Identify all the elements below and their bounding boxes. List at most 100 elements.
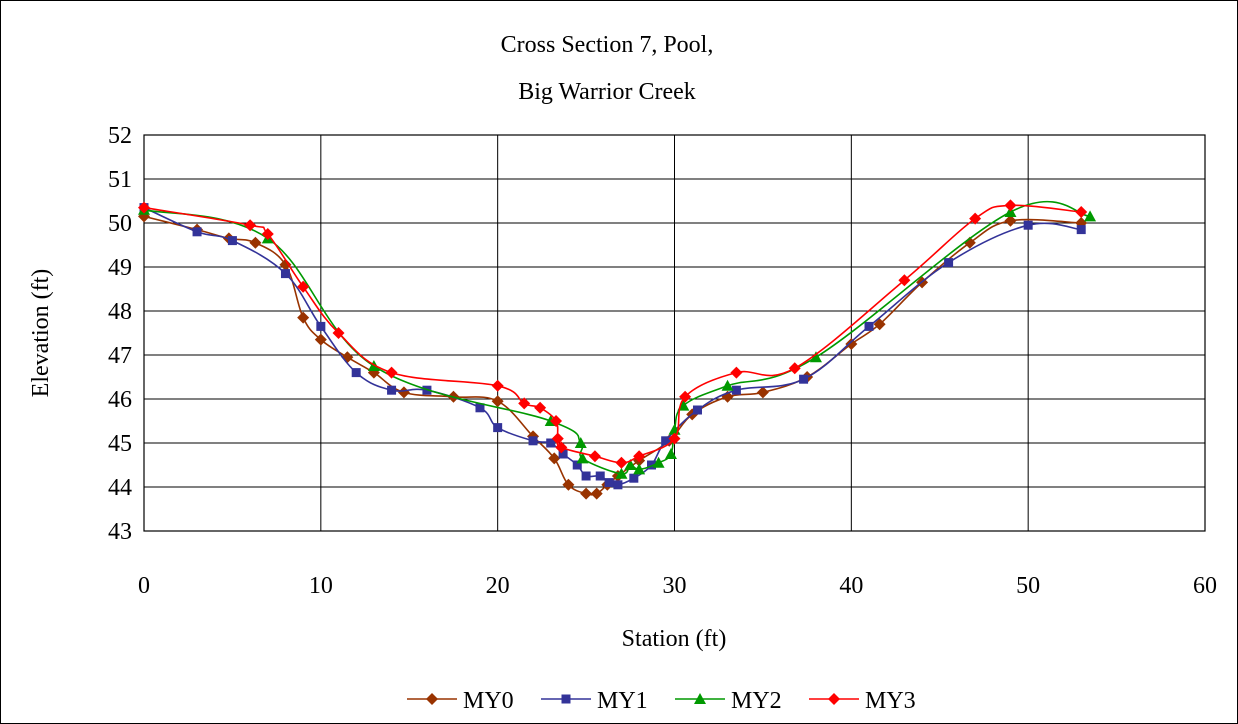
data-point-my0	[590, 487, 603, 500]
data-point-my2	[574, 437, 587, 448]
data-point-my3	[730, 366, 743, 379]
tick-labels: 43 44 45 46 47 48 49 50 51 52 0 10 20 30 40 50 60	[108, 123, 1217, 599]
x-tick-label: 10	[309, 573, 333, 599]
x-tick-label: 0	[138, 573, 150, 599]
data-point-my3	[551, 432, 564, 445]
data-point-my1	[316, 321, 326, 331]
data-point-my1	[493, 423, 503, 433]
x-tick-label: 40	[839, 573, 863, 599]
data-point-my3	[518, 397, 531, 410]
data-point-my1	[613, 480, 623, 490]
data-point-my2	[809, 351, 822, 363]
data-point-my3	[668, 432, 681, 445]
chart-title-line-2: Big Warrior Creek	[518, 79, 696, 105]
data-point-my2	[652, 456, 665, 468]
x-tick-label: 30	[663, 573, 687, 599]
data-point-my3	[898, 274, 911, 287]
y-tick-label: 49	[108, 255, 132, 281]
legend-item-my0: MY0	[407, 688, 514, 714]
y-tick-label: 45	[108, 431, 132, 457]
y-tick-label: 48	[108, 299, 132, 325]
data-point-my3	[138, 201, 150, 214]
y-tick-label: 46	[108, 387, 132, 413]
data-point-my2	[624, 459, 637, 470]
y-tick-label: 51	[108, 167, 132, 193]
legend-marker-my0	[426, 693, 438, 705]
series-my3	[138, 199, 1088, 469]
data-point-my1	[647, 460, 657, 470]
y-tick-label: 52	[108, 123, 132, 149]
data-point-my0	[279, 258, 292, 271]
data-point-my3	[969, 212, 982, 225]
legend-marker-my1	[561, 694, 571, 704]
data-point-my1	[351, 368, 361, 378]
plot-area-border	[143, 134, 1206, 532]
data-point-my1	[1076, 225, 1086, 235]
data-point-my0	[845, 338, 858, 350]
legend-marker-my2	[694, 693, 706, 704]
series-line-my2	[143, 200, 1091, 475]
y-tick-label: 43	[108, 519, 132, 545]
data-point-my1	[595, 471, 605, 481]
data-point-my1	[629, 473, 639, 483]
data-point-my2	[576, 452, 589, 464]
data-point-my3	[788, 362, 801, 375]
data-point-my3	[491, 379, 504, 392]
data-point-my1	[192, 227, 202, 237]
legend-label-my3: MY3	[865, 688, 916, 714]
legend-item-my1: MY1	[541, 688, 648, 714]
data-point-my2	[633, 463, 646, 475]
data-point-my1	[572, 460, 582, 470]
data-point-my3	[385, 366, 398, 379]
data-point-my3	[588, 450, 601, 463]
y-tick-label: 44	[108, 475, 132, 501]
data-point-my1	[661, 436, 671, 446]
data-point-my3	[615, 456, 628, 469]
data-point-my1	[864, 321, 874, 331]
legend-item-my2: MY2	[675, 688, 782, 714]
x-tick-label: 60	[1193, 573, 1217, 599]
data-point-my0	[548, 452, 561, 465]
x-axis-label: Station (ft)	[622, 626, 727, 652]
data-point-my1	[280, 269, 290, 279]
series-line-my3	[143, 204, 1082, 464]
data-point-my0	[314, 333, 327, 346]
data-point-my1	[558, 449, 568, 459]
data-point-my3	[633, 450, 646, 463]
data-point-my0	[397, 386, 410, 399]
y-tick-label: 47	[108, 343, 132, 369]
legend-item-my3: MY3	[809, 688, 916, 714]
data-point-my0	[491, 395, 504, 408]
data-point-my2	[1004, 206, 1017, 217]
data-point-my1	[475, 403, 485, 413]
legend-label-my2: MY2	[731, 688, 782, 714]
data-point-my3	[534, 401, 547, 414]
data-point-my1	[528, 436, 538, 446]
data-point-my3	[1075, 206, 1088, 218]
data-point-my0	[562, 478, 575, 491]
data-point-my0	[873, 318, 886, 331]
data-point-my3	[332, 327, 345, 339]
series	[138, 199, 1097, 500]
data-point-my2	[664, 448, 677, 459]
data-point-my3	[550, 415, 563, 427]
data-point-my0	[297, 311, 310, 324]
x-tick-label: 20	[486, 573, 510, 599]
y-tick-label: 50	[108, 211, 132, 237]
data-point-my1	[546, 438, 556, 448]
grid	[143, 134, 1206, 532]
data-point-my0	[580, 487, 593, 500]
data-point-my2	[1084, 210, 1097, 222]
data-point-my1	[227, 236, 237, 246]
chart-title-line-1: Cross Section 7, Pool,	[501, 32, 714, 58]
legend: MY0 MY1 MY2 MY3	[407, 688, 916, 714]
data-point-my3	[244, 219, 257, 232]
data-point-my1	[799, 374, 809, 384]
legend-label-my1: MY1	[597, 688, 648, 714]
legend-marker-my3	[828, 693, 840, 705]
data-point-my0	[756, 386, 769, 399]
data-point-my1	[692, 405, 702, 415]
data-point-my3	[555, 441, 568, 454]
